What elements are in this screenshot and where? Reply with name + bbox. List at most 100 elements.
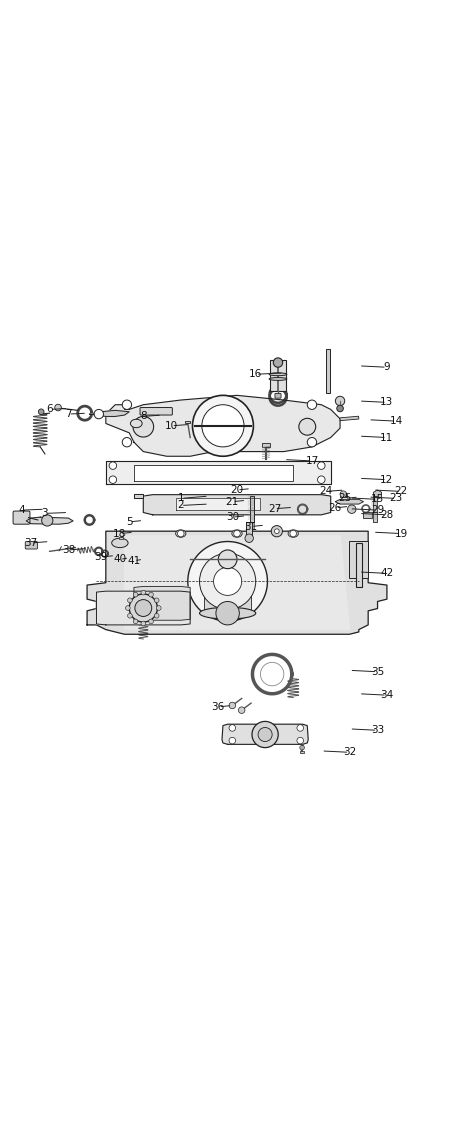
Circle shape xyxy=(188,541,267,622)
Circle shape xyxy=(297,724,303,731)
Polygon shape xyxy=(176,499,260,510)
Circle shape xyxy=(297,738,303,743)
Ellipse shape xyxy=(269,373,287,376)
Circle shape xyxy=(129,594,157,622)
Circle shape xyxy=(260,662,284,686)
Text: 35: 35 xyxy=(371,667,384,677)
Bar xyxy=(250,496,255,522)
Circle shape xyxy=(155,614,159,618)
Circle shape xyxy=(109,476,117,484)
Circle shape xyxy=(258,728,272,741)
Circle shape xyxy=(200,553,256,609)
Bar xyxy=(373,496,377,522)
Circle shape xyxy=(42,514,53,526)
Text: 4: 4 xyxy=(18,505,25,515)
Polygon shape xyxy=(106,461,331,484)
Text: 2: 2 xyxy=(177,501,184,511)
Polygon shape xyxy=(90,411,129,416)
Text: 23: 23 xyxy=(390,493,403,503)
Circle shape xyxy=(122,438,132,447)
Bar xyxy=(119,537,123,539)
Circle shape xyxy=(245,534,254,543)
Text: 5: 5 xyxy=(126,517,133,527)
Ellipse shape xyxy=(200,607,256,619)
Text: 21: 21 xyxy=(226,496,239,506)
Circle shape xyxy=(229,738,236,743)
Circle shape xyxy=(273,358,283,368)
FancyBboxPatch shape xyxy=(13,511,30,525)
Bar xyxy=(356,543,362,588)
Text: 26: 26 xyxy=(329,503,342,513)
Bar xyxy=(185,421,190,423)
Circle shape xyxy=(318,476,325,484)
Circle shape xyxy=(214,567,242,596)
Text: 24: 24 xyxy=(319,486,333,496)
Text: 37: 37 xyxy=(24,538,37,548)
Circle shape xyxy=(94,409,103,418)
Circle shape xyxy=(229,724,236,731)
Polygon shape xyxy=(26,517,73,525)
Circle shape xyxy=(133,416,154,437)
Text: 13: 13 xyxy=(380,397,393,407)
Circle shape xyxy=(336,396,345,406)
Circle shape xyxy=(133,619,138,624)
Circle shape xyxy=(218,550,237,569)
Circle shape xyxy=(126,606,130,610)
Text: 34: 34 xyxy=(380,690,393,700)
FancyBboxPatch shape xyxy=(140,407,173,415)
Circle shape xyxy=(229,703,236,708)
Circle shape xyxy=(135,600,152,617)
Text: 36: 36 xyxy=(211,702,225,712)
Text: 33: 33 xyxy=(371,725,384,735)
Text: 9: 9 xyxy=(383,362,390,372)
Circle shape xyxy=(307,400,317,409)
Text: 38: 38 xyxy=(62,545,75,555)
Circle shape xyxy=(216,601,239,625)
Text: 6: 6 xyxy=(46,405,53,414)
Circle shape xyxy=(128,598,132,602)
Circle shape xyxy=(133,592,138,597)
Circle shape xyxy=(177,530,184,537)
Text: 39: 39 xyxy=(94,552,108,562)
Text: 42: 42 xyxy=(380,569,393,579)
Polygon shape xyxy=(97,591,190,625)
Ellipse shape xyxy=(269,378,287,380)
Text: 29: 29 xyxy=(371,505,384,515)
Circle shape xyxy=(340,491,346,497)
Polygon shape xyxy=(134,587,190,620)
Text: 1: 1 xyxy=(177,493,184,503)
Circle shape xyxy=(307,438,317,447)
Polygon shape xyxy=(134,465,293,481)
Bar xyxy=(326,349,330,393)
Circle shape xyxy=(141,622,146,626)
Text: 31: 31 xyxy=(245,521,258,531)
Bar xyxy=(204,594,251,611)
Circle shape xyxy=(128,614,132,618)
Circle shape xyxy=(122,400,132,409)
Bar xyxy=(270,360,286,390)
Bar xyxy=(246,522,252,538)
Circle shape xyxy=(337,405,343,412)
Polygon shape xyxy=(336,500,364,504)
Bar xyxy=(300,751,304,754)
Text: 8: 8 xyxy=(140,412,146,422)
FancyBboxPatch shape xyxy=(275,394,281,398)
Text: 17: 17 xyxy=(305,456,319,466)
Ellipse shape xyxy=(112,538,128,547)
Circle shape xyxy=(290,530,297,537)
Bar xyxy=(340,494,347,497)
Text: 20: 20 xyxy=(230,485,244,495)
Circle shape xyxy=(271,526,283,537)
Polygon shape xyxy=(143,495,331,514)
Circle shape xyxy=(234,530,240,537)
Circle shape xyxy=(109,461,117,469)
Text: 19: 19 xyxy=(394,529,408,538)
Text: 15: 15 xyxy=(371,494,384,504)
Text: 30: 30 xyxy=(226,512,239,522)
Text: 14: 14 xyxy=(390,416,403,426)
Circle shape xyxy=(318,461,325,469)
Circle shape xyxy=(238,707,245,713)
Circle shape xyxy=(300,746,304,750)
Text: 10: 10 xyxy=(165,421,178,431)
Text: 41: 41 xyxy=(128,556,141,566)
